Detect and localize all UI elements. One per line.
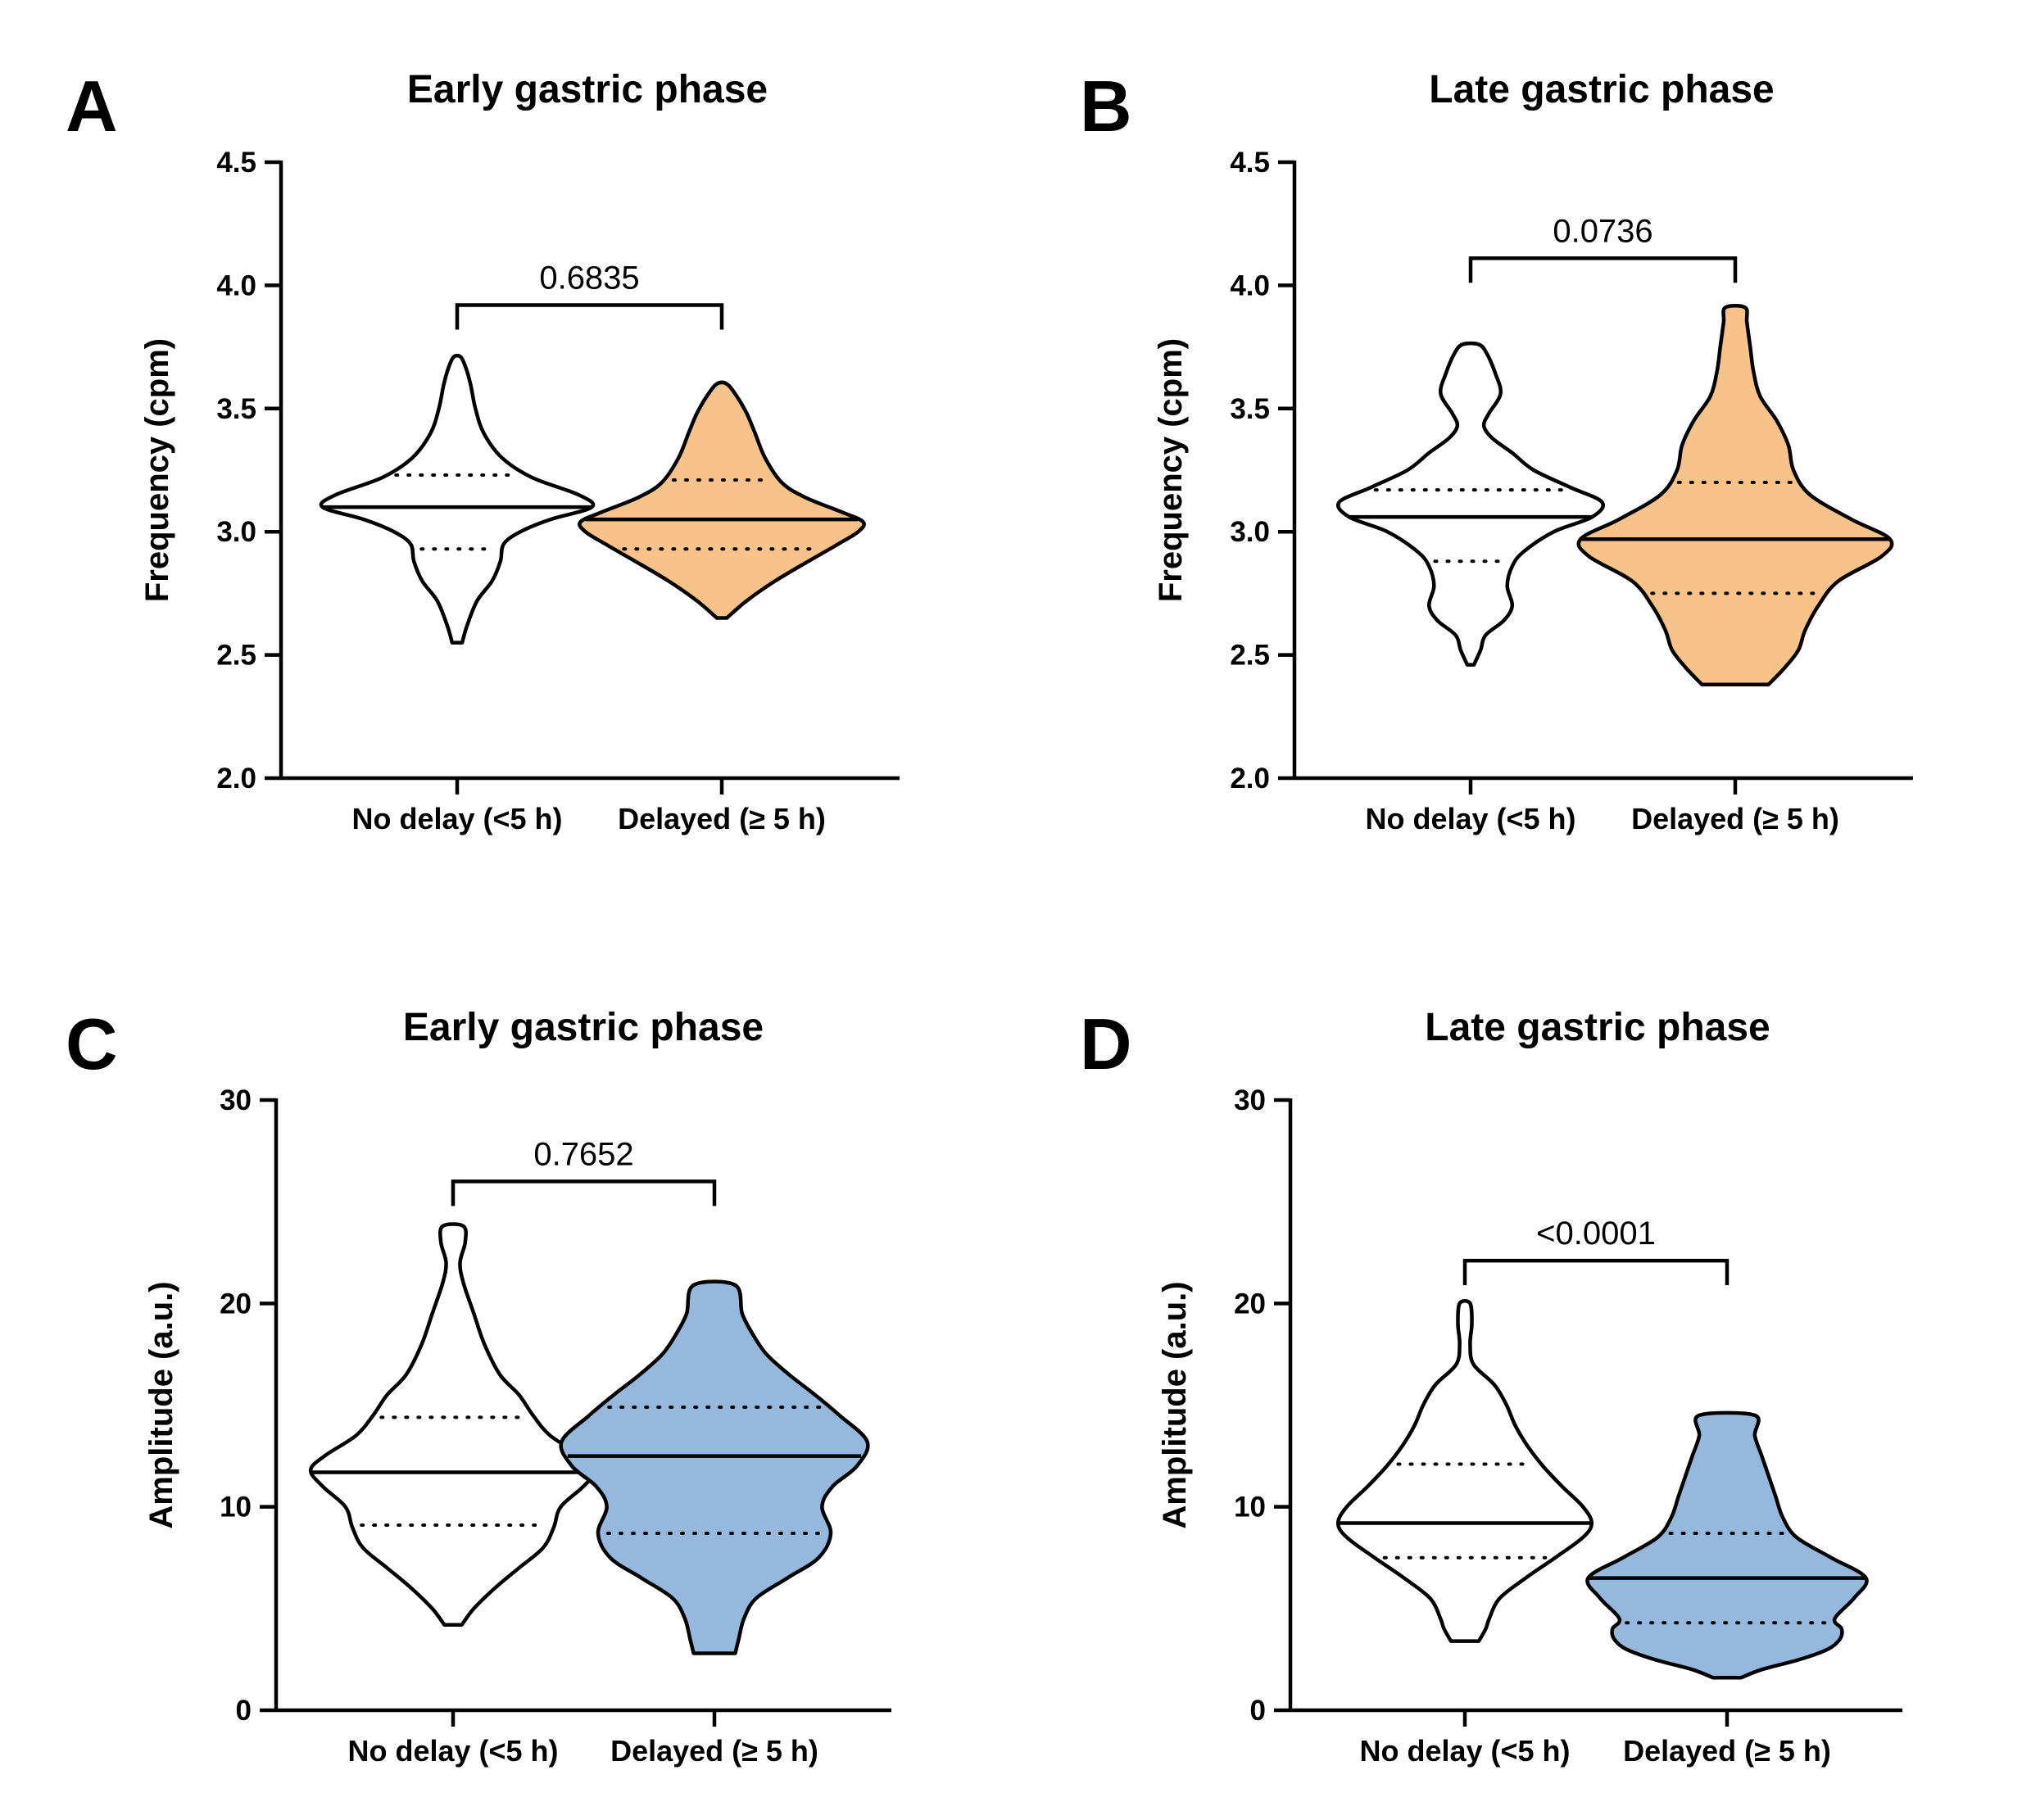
panel-title: Early gastric phase [407,68,768,111]
p-value-label: 0.6835 [539,260,639,296]
y-axis-label: Frequency (cpm) [139,338,175,602]
panel-a: A Early gastric phase Frequency (cpm) 2.0 2.… [66,66,900,835]
panel-title: Late gastric phase [1425,1006,1770,1049]
p-value-label: 0.0736 [1553,213,1652,249]
y-tick-label: 3.0 [1230,516,1270,548]
y-tick-label: 20 [220,1288,252,1320]
y-tick-label: 0 [236,1695,252,1727]
y-axis-label: Amplitude (a.u.) [1157,1281,1193,1528]
y-tick-label: 2.5 [1230,640,1270,672]
violin-delayed [559,1279,870,1655]
y-tick-label: 10 [1234,1492,1266,1523]
y-tick-label: 20 [1234,1288,1266,1320]
y-tick-label: 4.5 [1230,147,1270,179]
x-category-label: Delayed (≥ 5 h) [618,802,826,835]
y-tick-label: 4.5 [216,147,256,179]
p-value-label: 0.7652 [533,1136,633,1172]
x-category-label: Delayed (≥ 5 h) [610,1734,818,1768]
y-tick-label: 30 [220,1084,252,1116]
x-category-label: No delay (<5 h) [351,802,562,835]
violin-no-delay [1335,1298,1594,1643]
panel-title: Early gastric phase [403,1006,764,1049]
x-category-label: Delayed (≥ 5 h) [1623,1734,1831,1768]
y-tick-label: 3.5 [216,393,256,425]
panel-letter: C [66,1003,118,1084]
y-tick-label: 10 [220,1492,252,1523]
y-tick-label: 30 [1234,1084,1266,1116]
x-category-label: No delay (<5 h) [1365,802,1575,835]
violin-no-delay [319,353,596,645]
x-category-label: No delay (<5 h) [347,1734,558,1768]
violin-delayed [1585,1410,1869,1680]
significance-bracket [455,303,724,330]
panel-d: D Late gastric phase Amplitude (a.u.) 0 10 20… [1080,1003,1902,1768]
y-axis-label: Frequency (cpm) [1153,338,1189,602]
panel-letter: A [66,66,118,147]
panel-c: C Early gastric phase Amplitude (a.u.) 0 10 2… [66,1003,891,1768]
x-category-label: Delayed (≥ 5 h) [1631,802,1839,835]
violin-no-delay [308,1222,598,1627]
panel-letter: B [1080,66,1132,147]
violin-delayed [1576,304,1894,686]
panel-b: B Late gastric phase Frequency (cpm) 2.0 2.5… [1080,66,1913,835]
significance-bracket [451,1179,717,1207]
y-tick-label: 4.0 [216,269,256,301]
violin-no-delay [1336,341,1605,667]
y-tick-label: 0 [1250,1695,1266,1727]
y-tick-label: 3.0 [216,516,256,548]
significance-bracket [1468,256,1738,283]
y-tick-label: 3.5 [1230,393,1270,425]
p-value-label: <0.0001 [1536,1216,1656,1252]
significance-bracket [1462,1258,1730,1286]
violin-delayed [578,380,866,620]
y-tick-label: 2.0 [216,763,256,795]
y-tick-label: 2.0 [1230,763,1270,795]
y-tick-label: 4.0 [1230,269,1270,301]
x-category-label: No delay (<5 h) [1359,1734,1570,1768]
y-axis-label: Amplitude (a.u.) [143,1281,179,1528]
panel-title: Late gastric phase [1429,68,1775,111]
panel-letter: D [1080,1003,1132,1084]
y-tick-label: 2.5 [216,640,256,672]
